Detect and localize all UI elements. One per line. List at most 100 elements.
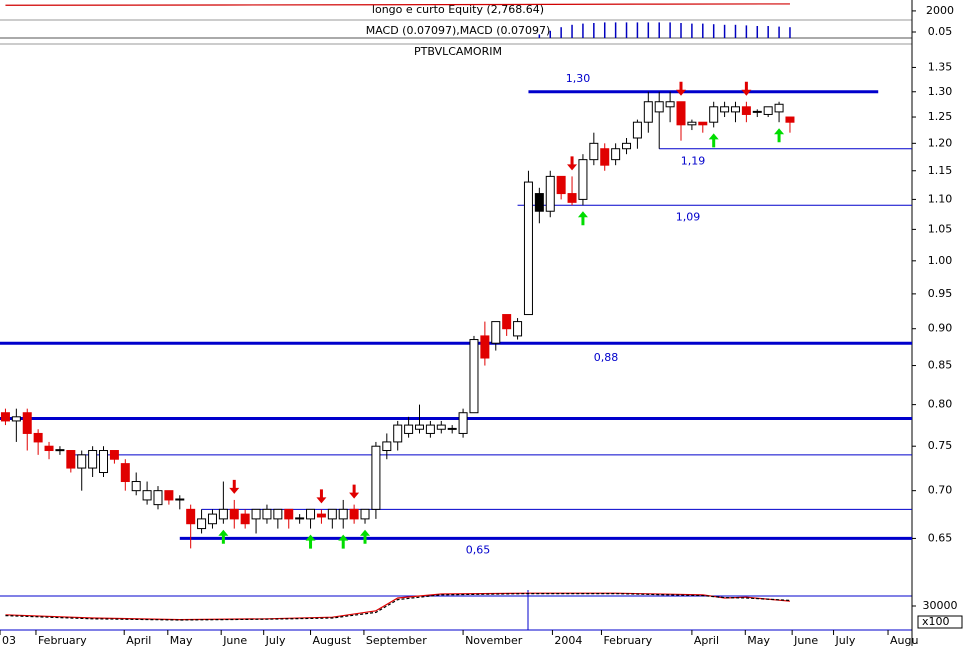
- y-tick-label: 0.95: [928, 287, 953, 300]
- candle-body: [186, 508, 196, 525]
- candle-body: [774, 103, 784, 113]
- candle-body: [687, 121, 697, 126]
- candle-body: [632, 121, 642, 139]
- y-tick-label: 1.10: [928, 192, 953, 205]
- candle-body: [730, 106, 740, 113]
- x-tick-label: February: [38, 634, 87, 646]
- candle-body: [22, 412, 32, 434]
- x-tick-label: September: [366, 634, 427, 646]
- candle-body: [458, 412, 468, 434]
- chart-title: PTBVLCAMORIM: [414, 45, 502, 58]
- x-tick-label: April: [694, 634, 719, 646]
- candle-body: [382, 441, 392, 452]
- candle-body: [99, 450, 109, 474]
- candle-body: [229, 508, 239, 520]
- candle-body: [240, 513, 250, 525]
- y-tick-label: 30000: [923, 599, 958, 612]
- candle-body: [502, 314, 512, 330]
- candle-body: [284, 508, 294, 520]
- candle-body: [469, 339, 479, 414]
- candle-body: [218, 508, 228, 520]
- candle-body: [207, 513, 217, 525]
- panel-title: MACD (0.07097),MACD (0.07097): [366, 24, 551, 37]
- x-tick-label: May: [170, 634, 193, 646]
- buy-arrow: [577, 211, 588, 226]
- candle-body: [698, 121, 708, 126]
- candle-body: [0, 412, 10, 422]
- candle-body: [447, 427, 457, 430]
- candle-body: [360, 508, 370, 520]
- y-tick-label: 1.05: [928, 222, 953, 235]
- y-tick-label: 1.35: [928, 60, 953, 73]
- candle-body: [545, 175, 555, 212]
- candle-body: [120, 463, 130, 483]
- x-tick-label: August: [313, 634, 352, 646]
- x-tick-label: July: [265, 634, 286, 646]
- candle-body: [11, 416, 21, 422]
- y-tick-label: 0.05: [928, 25, 953, 38]
- candle-body: [611, 148, 621, 161]
- level-label: 1,19: [681, 155, 706, 168]
- candle-body: [327, 508, 337, 520]
- candle-body: [164, 490, 174, 501]
- level-label: 1,30: [566, 72, 591, 85]
- y-tick-label: 0.75: [928, 439, 953, 452]
- x-tick-label: July: [835, 634, 856, 646]
- candle-body: [262, 508, 272, 520]
- candle-body: [338, 508, 348, 520]
- candle-body: [513, 321, 523, 337]
- candle-body: [66, 450, 76, 469]
- candle-body: [425, 424, 435, 434]
- x-tick-label: February: [603, 634, 652, 646]
- candle-body: [763, 106, 773, 115]
- candle-body: [393, 424, 403, 443]
- candle-body: [33, 432, 43, 443]
- candle-body: [306, 508, 316, 520]
- candle-body: [643, 101, 653, 123]
- unit-label: x100: [922, 615, 950, 628]
- candle-body: [197, 518, 207, 530]
- candle-body: [741, 106, 751, 115]
- x-tick-label: 2004: [554, 634, 582, 646]
- candle-body: [77, 454, 87, 469]
- candle-body: [131, 481, 141, 492]
- candle-body: [349, 508, 359, 520]
- y-tick-label: 0.65: [928, 531, 953, 544]
- candle-body: [109, 450, 119, 460]
- buy-arrow: [338, 534, 349, 549]
- candle-body: [589, 142, 599, 161]
- candle-body: [720, 106, 730, 113]
- y-tick-label: 1.00: [928, 254, 953, 267]
- sell-arrow: [676, 81, 687, 96]
- x-tick-label: April: [126, 634, 151, 646]
- candle-body: [316, 513, 326, 518]
- buy-arrow: [708, 133, 719, 148]
- candle-body: [523, 181, 533, 316]
- buy-arrow: [360, 529, 371, 544]
- line: [5, 3, 790, 6]
- panel-title: longo e curto Equity (2,768.64): [372, 3, 544, 16]
- x-tick-label: May: [747, 634, 770, 646]
- x-tick-label: November: [465, 634, 523, 646]
- candle-body: [709, 106, 719, 123]
- sell-arrow: [316, 489, 327, 504]
- candle-body: [654, 101, 664, 113]
- x-tick-label: Augu: [890, 634, 918, 646]
- y-tick-label: 1.20: [928, 136, 953, 149]
- candle-body: [600, 148, 610, 166]
- level-label: 1,09: [676, 210, 701, 223]
- y-tick-label: 1.15: [928, 164, 953, 177]
- candle-body: [752, 110, 762, 113]
- candle-body: [175, 498, 185, 501]
- candle-body: [88, 450, 98, 469]
- candle-body: [665, 101, 675, 108]
- candle-body: [578, 159, 588, 200]
- sell-arrow: [349, 484, 360, 499]
- buy-arrow: [305, 534, 316, 549]
- candle-body: [142, 490, 152, 501]
- candle-body: [295, 517, 305, 520]
- y-tick-label: 0.70: [928, 484, 953, 497]
- candle-body: [404, 424, 414, 434]
